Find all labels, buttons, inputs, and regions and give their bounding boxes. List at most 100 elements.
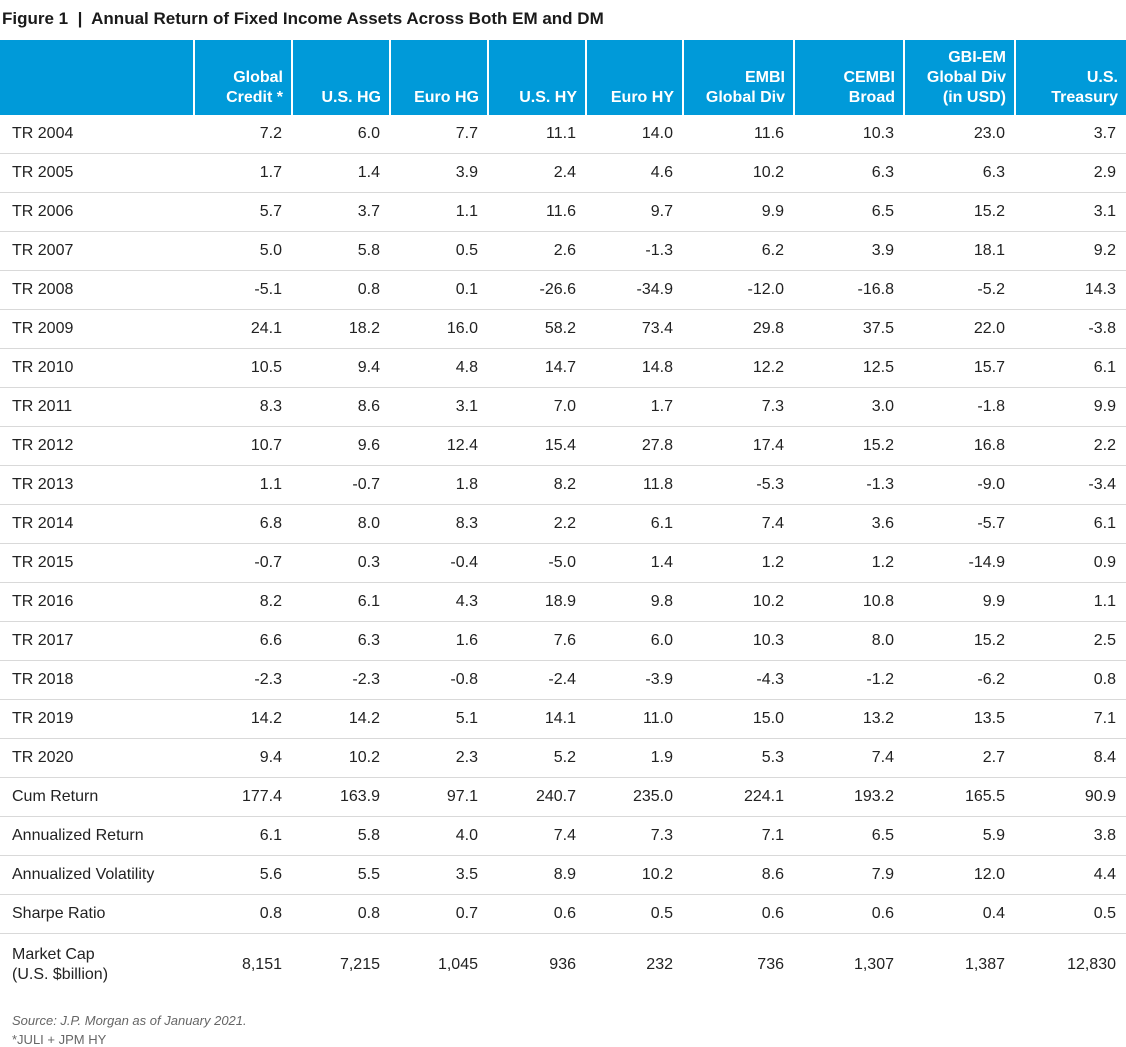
cell-value: 8.2	[488, 465, 586, 505]
cell-value: -5.7	[904, 504, 1015, 544]
source-note: Source: J.P. Morgan as of January 2021.	[12, 1013, 247, 1028]
cell-value: 7.6	[488, 621, 586, 661]
cell-value: 9.9	[904, 582, 1015, 622]
cell-value: 6.6	[194, 621, 292, 661]
cell-value: 15.4	[488, 426, 586, 466]
table-row: TR 2006 5.7 3.7 1.1 11.6 9.7 9.9 6.5 15.2 3.1	[0, 192, 1126, 232]
cell-value: 9.6	[292, 426, 390, 466]
cell-value: 5.6	[194, 855, 292, 895]
cell-value: 11.6	[488, 192, 586, 232]
cell-value: 235.0	[586, 777, 683, 817]
returns-table: Global Credit * U.S. HG Euro HG U.S. HY Euro…	[0, 40, 1126, 996]
cell-value: 73.4	[586, 309, 683, 349]
cell-value: 14.2	[194, 699, 292, 739]
row-label: Sharpe Ratio	[0, 894, 194, 934]
table-row: TR 2011 8.3 8.6 3.1 7.0 1.7 7.3 3.0 -1.8 9.9	[0, 387, 1126, 427]
cell-value: 224.1	[683, 777, 794, 817]
cell-value: 1.2	[794, 543, 904, 583]
cell-value: 12.0	[904, 855, 1015, 895]
cell-value: 0.5	[390, 231, 488, 271]
table-row: TR 2014 6.8 8.0 8.3 2.2 6.1 7.4 3.6 -5.7 6.1	[0, 504, 1126, 544]
cell-value: 8.2	[194, 582, 292, 622]
cell-value: 936	[549, 956, 576, 973]
cell-value: 6.1	[586, 504, 683, 544]
cell-value: 3.7	[1015, 115, 1126, 154]
cell-value: 9.2	[1015, 231, 1126, 271]
cell-value: 177.4	[194, 777, 292, 817]
column-header: Global Credit *	[193, 40, 292, 115]
cell-value: -3.9	[586, 660, 683, 700]
cell-value: 0.6	[683, 894, 794, 934]
cell-value: -0.7	[292, 465, 390, 505]
cell-value: 2.5	[1015, 621, 1126, 661]
cell-value: 240.7	[488, 777, 586, 817]
cell-value: 7.7	[390, 115, 488, 154]
column-header: Euro HY	[585, 40, 683, 115]
table-row: TR 2018 -2.3 -2.3 -0.8 -2.4 -3.9 -4.3 -1.2 -6.2 0…	[0, 660, 1126, 700]
cell-value: 11.0	[586, 699, 683, 739]
cell-value: -26.6	[488, 270, 586, 310]
cell-value: 8.0	[794, 621, 904, 661]
cell-value: 0.1	[390, 270, 488, 310]
cell-value: 9.7	[586, 192, 683, 232]
cell-value: 5.1	[390, 699, 488, 739]
cell-value: 3.6	[794, 504, 904, 544]
row-label: Annualized Return	[0, 816, 194, 856]
cell-value: 0.4	[904, 894, 1015, 934]
table-row: TR 2013 1.1 -0.7 1.8 8.2 11.8 -5.3 -1.3 -9.0 -3.4	[0, 465, 1126, 505]
cell-value: -5.0	[488, 543, 586, 583]
cell-value: 6.3	[292, 621, 390, 661]
cell-value: 4.0	[390, 816, 488, 856]
row-label: TR 2018	[0, 660, 194, 700]
cell-value: 8.4	[1015, 738, 1126, 778]
cell-value: 1.8	[390, 465, 488, 505]
cell-value: 7.9	[794, 855, 904, 895]
cell-value: 0.8	[1015, 660, 1126, 700]
cell-value: 12.4	[390, 426, 488, 466]
row-label: Annualized Volatility	[0, 855, 194, 895]
cell-value: 0.6	[488, 894, 586, 934]
cell-value: -1.2	[794, 660, 904, 700]
cell-value: -5.2	[904, 270, 1015, 310]
cell-value: 165.5	[904, 777, 1015, 817]
cell-value: 13.5	[904, 699, 1015, 739]
cell-value: 29.8	[683, 309, 794, 349]
cell-value: 2.9	[1015, 153, 1126, 193]
table-row: TR 2010 10.5 9.4 4.8 14.7 14.8 12.2 12.5 15.7 6.1	[0, 348, 1126, 388]
cell-value: 10.2	[292, 738, 390, 778]
row-label: TR 2011	[0, 387, 194, 427]
cell-value: -2.3	[194, 660, 292, 700]
cell-value: 4.4	[1015, 855, 1126, 895]
cell-value: -5.1	[194, 270, 292, 310]
cell-value: 3.9	[390, 153, 488, 193]
table-row: TR 2012 10.7 9.6 12.4 15.4 27.8 17.4 15.2 16.8 2.…	[0, 426, 1126, 466]
cell-value: 5.0	[194, 231, 292, 271]
cell-value: 7.3	[586, 816, 683, 856]
cell-value: 1,307	[853, 956, 894, 973]
cell-value: 6.0	[586, 621, 683, 661]
column-header: Euro HG	[389, 40, 488, 115]
cell-value: 7.4	[488, 816, 586, 856]
cell-value: 6.1	[194, 816, 292, 856]
cell-value: 0.3	[292, 543, 390, 583]
cell-value: 90.9	[1015, 777, 1126, 817]
figure-title: Figure 1 | Annual Return of Fixed Income…	[2, 9, 604, 28]
row-label: TR 2010	[0, 348, 194, 388]
cell-value: 7.2	[194, 115, 292, 154]
row-label: TR 2016	[0, 582, 194, 622]
cell-value: 10.2	[683, 153, 794, 193]
cell-value: 2.3	[390, 738, 488, 778]
cell-value: 0.8	[194, 894, 292, 934]
cell-value: 9.4	[292, 348, 390, 388]
cell-value: 10.5	[194, 348, 292, 388]
cell-value: 24.1	[194, 309, 292, 349]
header-row: Global Credit * U.S. HG Euro HG U.S. HY Euro…	[0, 40, 1126, 115]
cell-value: 11.6	[683, 115, 794, 154]
table-row: Sharpe Ratio 0.8 0.8 0.7 0.6 0.5 0.6 0.6 0.4 0.5	[0, 894, 1126, 934]
cell-value: 5.7	[194, 192, 292, 232]
table-row: Annualized Volatility 5.6 5.5 3.5 8.9 10.2 8.6…	[0, 855, 1126, 895]
cell-value: 2.6	[488, 231, 586, 271]
cell-value: 9.8	[586, 582, 683, 622]
column-header: U.S. Treasury	[1014, 40, 1126, 115]
cell-value: 3.0	[794, 387, 904, 427]
